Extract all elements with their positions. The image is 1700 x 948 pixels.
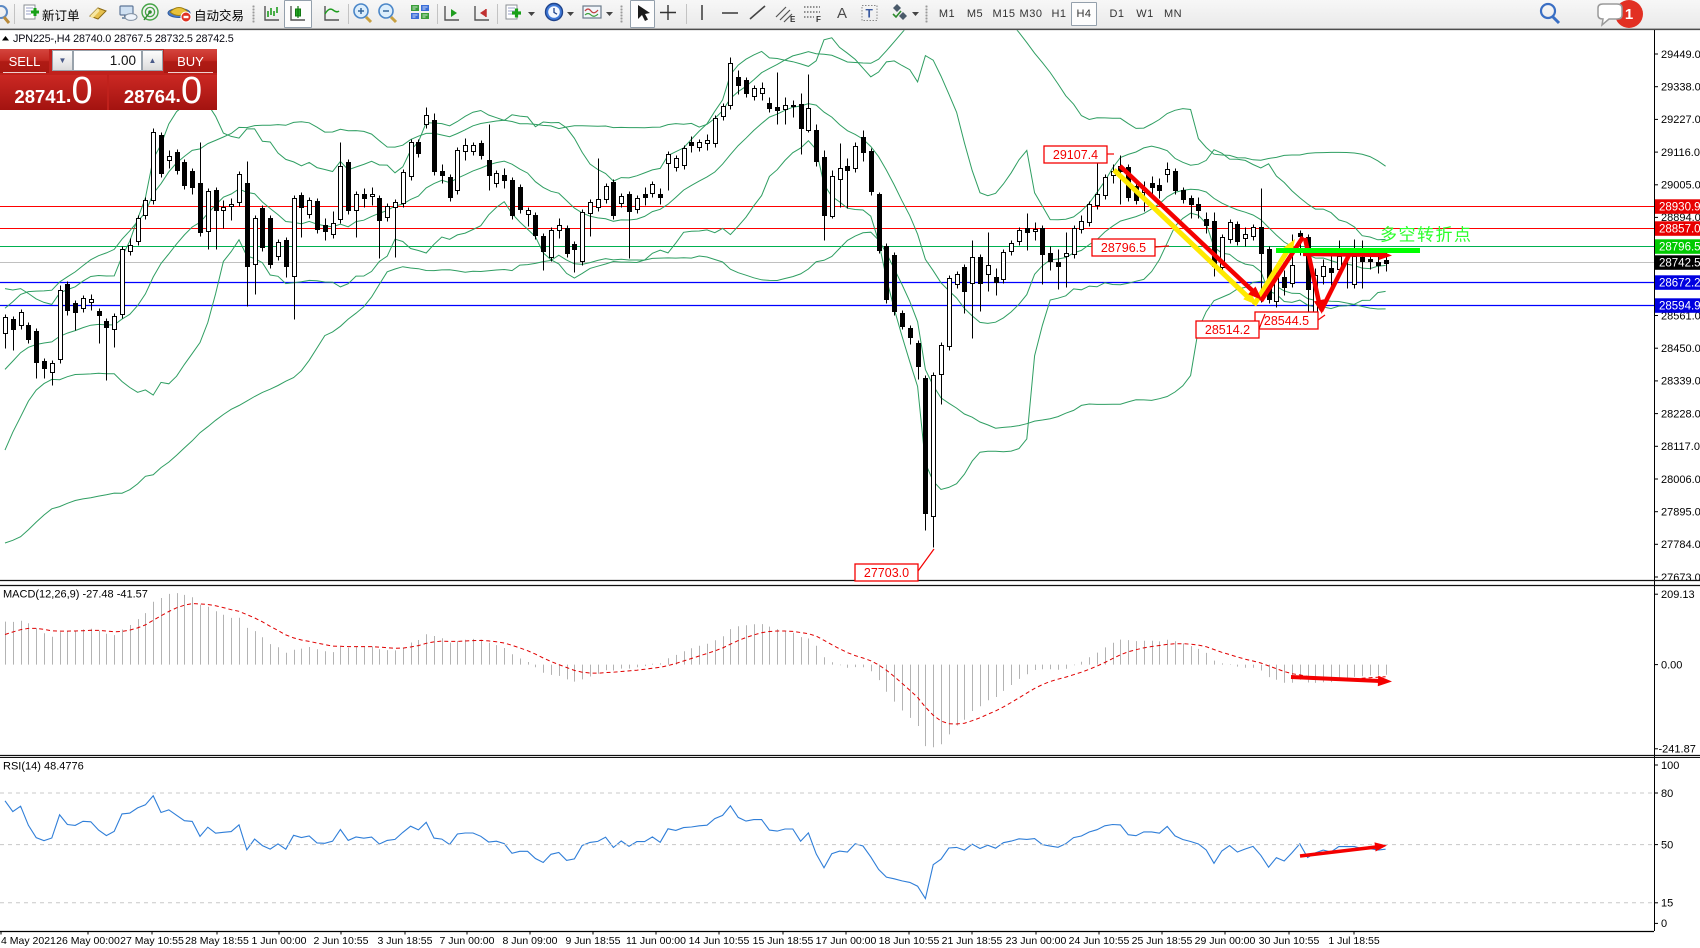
svg-text:0.00: 0.00 bbox=[1661, 659, 1682, 671]
svg-text:29449.0: 29449.0 bbox=[1661, 49, 1700, 61]
svg-text:14 Jun 10:55: 14 Jun 10:55 bbox=[689, 935, 750, 947]
svg-text:28450.0: 28450.0 bbox=[1661, 343, 1700, 355]
svg-text:E: E bbox=[790, 15, 796, 24]
svg-text:27673.0: 27673.0 bbox=[1661, 572, 1700, 584]
svg-text:25 Jun 18:55: 25 Jun 18:55 bbox=[1132, 935, 1193, 947]
svg-text:15 Jun 18:55: 15 Jun 18:55 bbox=[753, 935, 814, 947]
svg-text:15: 15 bbox=[1661, 898, 1673, 910]
svg-text:28514.2: 28514.2 bbox=[1205, 323, 1250, 337]
svg-text:28894.0: 28894.0 bbox=[1661, 212, 1700, 224]
svg-text:28561.0: 28561.0 bbox=[1661, 310, 1700, 322]
svg-text:29227.0: 29227.0 bbox=[1661, 114, 1700, 126]
svg-text:28228.0: 28228.0 bbox=[1661, 408, 1700, 420]
svg-text:27895.0: 27895.0 bbox=[1661, 507, 1700, 519]
svg-text:28594.9: 28594.9 bbox=[1659, 301, 1700, 313]
svg-text:A: A bbox=[837, 5, 847, 22]
svg-text:50: 50 bbox=[1661, 839, 1673, 851]
svg-text:11 Jun 00:00: 11 Jun 00:00 bbox=[626, 935, 686, 947]
svg-text:F: F bbox=[816, 15, 821, 24]
svg-text:7 Jun 00:00: 7 Jun 00:00 bbox=[440, 935, 495, 947]
svg-text:8 Jun 09:00: 8 Jun 09:00 bbox=[503, 935, 558, 947]
svg-text:30 Jun 10:55: 30 Jun 10:55 bbox=[1259, 935, 1320, 947]
svg-text:28339.0: 28339.0 bbox=[1661, 376, 1700, 388]
svg-text:29338.0: 29338.0 bbox=[1661, 82, 1700, 94]
svg-text:29116.0: 29116.0 bbox=[1661, 147, 1700, 159]
svg-text:28857.0: 28857.0 bbox=[1659, 224, 1700, 236]
svg-text:27784.0: 27784.0 bbox=[1661, 539, 1700, 551]
svg-text:9 Jun 18:55: 9 Jun 18:55 bbox=[566, 935, 621, 947]
svg-text:3 Jun 18:55: 3 Jun 18:55 bbox=[378, 935, 433, 947]
svg-text:80: 80 bbox=[1661, 788, 1673, 800]
svg-text:18 Jun 10:55: 18 Jun 10:55 bbox=[879, 935, 940, 947]
svg-text:28006.0: 28006.0 bbox=[1661, 474, 1700, 486]
svg-text:2 Jun 10:55: 2 Jun 10:55 bbox=[314, 935, 369, 947]
svg-text:26 May 00:00: 26 May 00:00 bbox=[56, 935, 120, 947]
svg-text:209.13: 209.13 bbox=[1661, 589, 1695, 601]
svg-text:4 May 2021: 4 May 2021 bbox=[1, 935, 56, 947]
svg-text:T: T bbox=[866, 7, 874, 21]
svg-text:21 Jun 18:55: 21 Jun 18:55 bbox=[942, 935, 1003, 947]
svg-text:1 Jun 00:00: 1 Jun 00:00 bbox=[252, 935, 307, 947]
svg-text:27703.0: 27703.0 bbox=[864, 566, 909, 580]
svg-text:1 Jul 18:55: 1 Jul 18:55 bbox=[1328, 935, 1380, 947]
svg-text:28742.5: 28742.5 bbox=[1659, 258, 1700, 270]
svg-text:0: 0 bbox=[1661, 918, 1667, 930]
svg-text:RSI(14) 48.4776: RSI(14) 48.4776 bbox=[3, 761, 84, 773]
svg-text:28 May 18:55: 28 May 18:55 bbox=[185, 935, 249, 947]
svg-text:23 Jun 00:00: 23 Jun 00:00 bbox=[1006, 935, 1067, 947]
svg-text:29 Jun 00:00: 29 Jun 00:00 bbox=[1195, 935, 1256, 947]
svg-text:24 Jun 10:55: 24 Jun 10:55 bbox=[1069, 935, 1130, 947]
svg-text:28930.9: 28930.9 bbox=[1659, 202, 1700, 214]
svg-text:28544.5: 28544.5 bbox=[1264, 314, 1309, 328]
svg-text:JPN225-,H4 28740.0 28767.5 28: JPN225-,H4 28740.0 28767.5 28732.5 28742… bbox=[13, 33, 234, 45]
svg-text:27 May 10:55: 27 May 10:55 bbox=[120, 935, 184, 947]
svg-text:多空转折点: 多空转折点 bbox=[1380, 226, 1473, 245]
svg-text:28796.5: 28796.5 bbox=[1659, 242, 1700, 254]
svg-text:28796.5: 28796.5 bbox=[1101, 241, 1146, 255]
svg-text:MACD(12,26,9) -27.48 -41.57: MACD(12,26,9) -27.48 -41.57 bbox=[3, 589, 148, 601]
svg-text:29005.0: 29005.0 bbox=[1661, 180, 1700, 192]
svg-text:28672.2: 28672.2 bbox=[1659, 278, 1700, 290]
svg-text:100: 100 bbox=[1661, 760, 1679, 772]
svg-text:-241.87: -241.87 bbox=[1659, 744, 1696, 756]
svg-text:28117.0: 28117.0 bbox=[1661, 441, 1700, 453]
svg-text:29107.4: 29107.4 bbox=[1053, 148, 1098, 162]
svg-text:17 Jun 00:00: 17 Jun 00:00 bbox=[816, 935, 877, 947]
